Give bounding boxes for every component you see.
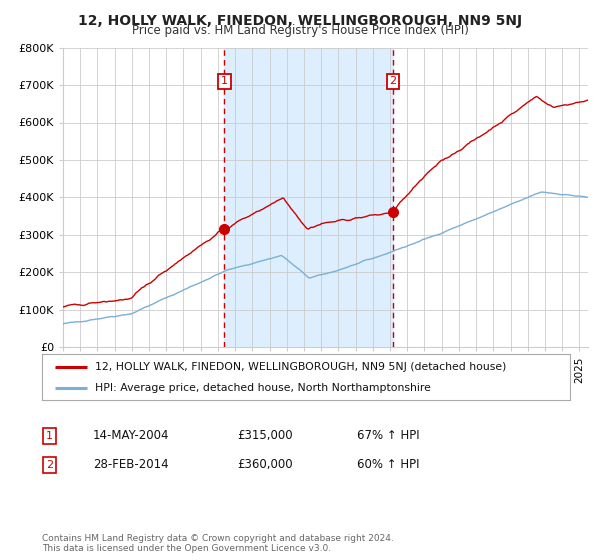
- Text: £315,000: £315,000: [237, 429, 293, 442]
- Text: 67% ↑ HPI: 67% ↑ HPI: [357, 429, 419, 442]
- Text: 14-MAY-2004: 14-MAY-2004: [93, 429, 170, 442]
- Text: 28-FEB-2014: 28-FEB-2014: [93, 458, 169, 472]
- Text: HPI: Average price, detached house, North Northamptonshire: HPI: Average price, detached house, Nort…: [95, 382, 431, 393]
- Text: 2: 2: [46, 460, 53, 470]
- Text: Price paid vs. HM Land Registry's House Price Index (HPI): Price paid vs. HM Land Registry's House …: [131, 24, 469, 37]
- Text: 12, HOLLY WALK, FINEDON, WELLINGBOROUGH, NN9 5NJ (detached house): 12, HOLLY WALK, FINEDON, WELLINGBOROUGH,…: [95, 362, 506, 372]
- Text: Contains HM Land Registry data © Crown copyright and database right 2024.
This d: Contains HM Land Registry data © Crown c…: [42, 534, 394, 553]
- Text: 2: 2: [389, 76, 397, 86]
- Text: 60% ↑ HPI: 60% ↑ HPI: [357, 458, 419, 472]
- Text: 12, HOLLY WALK, FINEDON, WELLINGBOROUGH, NN9 5NJ: 12, HOLLY WALK, FINEDON, WELLINGBOROUGH,…: [78, 14, 522, 28]
- Text: 1: 1: [46, 431, 53, 441]
- Text: 1: 1: [221, 76, 228, 86]
- Text: £360,000: £360,000: [237, 458, 293, 472]
- Bar: [224, 48, 393, 347]
